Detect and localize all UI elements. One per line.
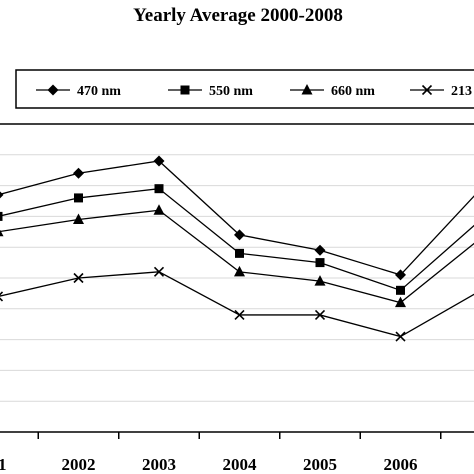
data-point — [0, 291, 4, 302]
series-diamond — [0, 155, 474, 281]
grid — [0, 154, 474, 402]
data-point — [0, 229, 4, 237]
legend-box — [15, 69, 474, 109]
legend-item: 470 nm — [36, 84, 121, 99]
x-tick-label: 01 — [0, 455, 7, 474]
series-square — [0, 184, 474, 295]
x-tick-label: 2006 — [384, 455, 418, 474]
legend-marker — [421, 84, 433, 96]
chart-title: Yearly Average 2000-2008 — [133, 5, 343, 26]
data-point — [74, 193, 83, 203]
data-point — [73, 167, 84, 179]
series-triangle — [0, 204, 474, 308]
data-point — [73, 272, 84, 284]
data-point — [314, 244, 326, 256]
data-point — [0, 191, 4, 199]
legend-item: 660 nm — [290, 84, 375, 99]
x-axis-ticks: 01200220032004200520062( — [0, 432, 474, 474]
data-point — [396, 285, 405, 295]
data-point — [153, 266, 165, 277]
legend-marker — [47, 84, 59, 96]
data-point — [395, 269, 406, 281]
series-layer — [0, 155, 474, 342]
legend: 470 nm 550 nm 660 nm 213 — [15, 69, 474, 109]
data-point — [73, 213, 84, 224]
legend-label: 470 nm — [77, 84, 121, 99]
legend-label: 213 — [451, 84, 472, 99]
data-point — [315, 258, 325, 268]
x-tick-label: 2002 — [62, 455, 96, 474]
data-point — [314, 309, 326, 321]
data-point — [234, 229, 245, 241]
legend-item: 550 nm — [168, 84, 253, 99]
legend-marker — [301, 84, 313, 95]
data-point — [154, 184, 164, 194]
x-tick-label: 2003 — [142, 455, 176, 474]
data-point — [395, 331, 406, 342]
data-point — [314, 275, 326, 286]
data-point — [234, 265, 245, 277]
x-tick-label: 2005 — [303, 455, 337, 474]
data-point — [153, 155, 165, 167]
data-point — [395, 296, 406, 308]
data-point — [235, 248, 244, 258]
legend-item: 213 — [410, 84, 472, 99]
x-tick-label: 2004 — [223, 455, 258, 474]
legend-label: 550 nm — [209, 84, 253, 99]
data-point — [234, 309, 245, 321]
legend-label: 660 nm — [331, 84, 375, 99]
legend-marker — [180, 85, 190, 95]
series-x — [0, 266, 474, 342]
data-point — [153, 204, 165, 215]
data-point — [0, 211, 3, 221]
